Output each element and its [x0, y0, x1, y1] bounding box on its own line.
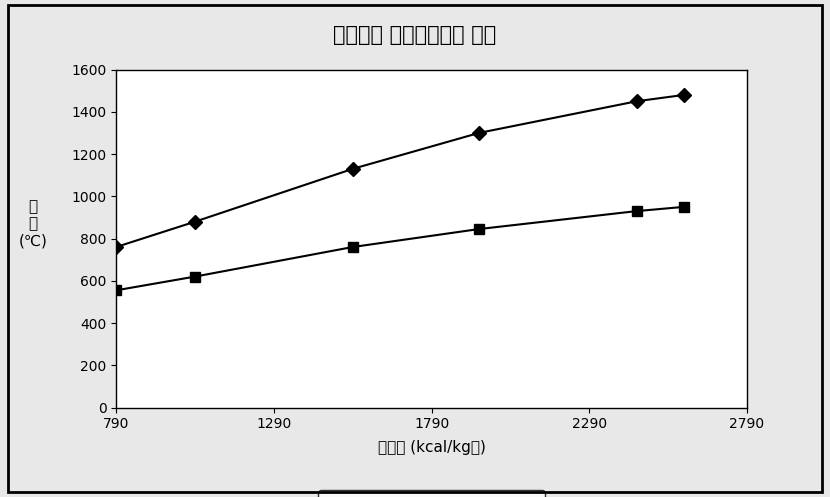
Line: m=1: m=1 [111, 90, 689, 252]
m=1 [348, 166, 358, 172]
Line: m=2: m=2 [111, 202, 689, 295]
Text: 온
도
(℃): 온 도 (℃) [19, 199, 47, 248]
m=2 [348, 244, 358, 250]
Text: 발열량과 출구온도와의 관계: 발열량과 출구온도와의 관계 [334, 25, 496, 45]
m=2 [679, 204, 689, 210]
m=1 [679, 92, 689, 98]
m=1 [632, 98, 642, 104]
Legend: m=1, m=2: m=1, m=2 [318, 490, 545, 497]
m=1 [474, 130, 484, 136]
X-axis label: 발열량 (kcal/kg도): 발열량 (kcal/kg도) [378, 439, 486, 455]
m=2 [190, 273, 200, 279]
m=1 [190, 219, 200, 225]
m=1 [111, 244, 121, 250]
m=2 [474, 226, 484, 232]
m=2 [111, 287, 121, 293]
m=2 [632, 208, 642, 214]
